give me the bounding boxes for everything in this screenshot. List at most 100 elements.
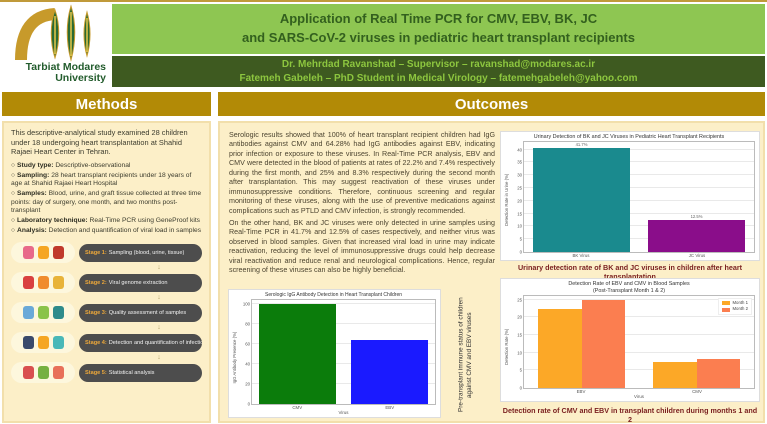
bar-wrap: 12.5% <box>648 142 745 252</box>
bar-CMV <box>652 361 697 388</box>
y-tick-label: 15 <box>517 211 522 217</box>
bullet-label: Sampling: <box>17 171 50 179</box>
y-tick-label: 40 <box>245 361 250 367</box>
y-tick-label: 60 <box>245 341 250 347</box>
gridline <box>524 369 754 371</box>
x-ticks: EBV CMV <box>523 389 755 394</box>
bar-EBV <box>350 340 428 404</box>
stage-pill: Stage 3: Quality assessment of samples <box>79 303 202 322</box>
blood-detection-chart: Detection Rate of EBV and CMV in Blood S… <box>500 278 760 402</box>
bar-group-BK Virus: 41.7% <box>533 142 630 252</box>
urinary-chart-caption: Urinary detection rate of BK and JC viru… <box>517 263 743 281</box>
bullet-marker: ○ <box>11 161 16 169</box>
methods-intro: This descriptive-analytical study examin… <box>11 128 188 157</box>
bar-JC Virus <box>648 220 745 252</box>
bar-value-label: 41.7% <box>575 142 588 148</box>
bullet-label: Samples: <box>17 189 47 197</box>
y-tick-label: 100 <box>242 301 250 307</box>
method-bullet: ○ Samples: Blood, urine, and graft tissue… <box>11 189 202 215</box>
flow-down-arrow: ↓ <box>157 323 161 331</box>
chart-title: Serologic IgG Antibody Detection in Hear… <box>264 292 403 298</box>
y-tick-label: 30 <box>517 172 522 178</box>
y-axis-label: Detection Rate (%) <box>504 328 509 366</box>
y-tick-label: 40 <box>517 147 522 153</box>
bar-wrap <box>537 296 582 388</box>
bullet-label: Laboratory technique: <box>17 217 88 225</box>
serologic-chart-side-caption: Pre-transplant immune status of children… <box>457 297 473 413</box>
y-tick-label: 5 <box>519 367 522 373</box>
author-line-2: Fatemeh Gabeleh – PhD Student in Medical… <box>239 72 638 84</box>
blood-chart-caption: Detection rate of CMV and EBV in transpl… <box>502 406 758 424</box>
stage-label: Stage 5: <box>85 369 107 376</box>
y-tick-label: 0 <box>519 249 522 255</box>
stage-label: Stage 4: <box>85 339 107 346</box>
x-axis-label: Virus <box>338 410 349 415</box>
bar-wrap <box>581 296 626 388</box>
plot-area: 0 5 10 15 20 25 30 35 40 41.7% 12.5% <box>517 141 755 255</box>
x-tick-label: CMV <box>292 405 303 410</box>
gridline <box>252 383 435 385</box>
stage-label: Stage 3: <box>85 309 107 316</box>
bar-EBV <box>537 309 582 388</box>
curve-chart-icon <box>22 366 34 379</box>
method-bullet: ○ Laboratory technique: Real-Time PCR usi… <box>11 217 201 225</box>
method-bullet: ○ Sampling: 28 heart transplant recipient… <box>11 171 192 188</box>
gridline <box>524 238 754 240</box>
pcr-checklist-icon <box>37 336 49 349</box>
bar-group-CMV <box>259 300 337 404</box>
gridline <box>524 212 754 214</box>
stage-row: Stage 1: Sampling (blood, urine, tissue) <box>11 241 202 265</box>
y-tick-label: 10 <box>517 223 522 229</box>
chart-body: Detection Rate in Urine (%) 0 5 10 15 20 25 30 3… <box>503 141 755 258</box>
y-tick-label: 20 <box>245 381 250 387</box>
y-axis-label: IgG Antibody Presence (%) <box>232 330 237 383</box>
outcomes-section-header: Outcomes <box>218 92 765 116</box>
logo-text: Tarbiat Modares University <box>4 61 110 84</box>
gridline <box>252 343 435 345</box>
chart-body: Detection Rate (%) 0 5 10 15 20 25 Month 1 Month… <box>503 295 755 399</box>
chart-title: Urinary Detection of BK and JC Viruses i… <box>533 134 725 140</box>
y-tick-label: 10 <box>517 350 522 356</box>
chart-magnifier-icon <box>37 366 49 379</box>
bar-EBV <box>581 299 626 388</box>
bullet-label: Analysis: <box>17 226 47 234</box>
methods-panel: This descriptive-analytical study examin… <box>2 121 211 423</box>
dna-strand-icon <box>52 276 64 289</box>
microscope-icon <box>22 306 34 319</box>
y-axis-label: Detection Rate in Urine (%) <box>504 173 509 226</box>
methods-bullet-list: ○ Study type: Descriptive-observational ○ S… <box>11 162 202 236</box>
bar-wrap <box>652 296 697 388</box>
bar-CMV <box>259 304 337 404</box>
virus-icon <box>22 276 34 289</box>
plot-wrap: 0 20 40 60 80 100 CMV EBV Virus <box>238 298 436 415</box>
stage-text: Statistical analysis <box>108 369 155 376</box>
gridline <box>524 174 754 176</box>
blood-tube-icon <box>22 246 34 259</box>
y-tick-label: 0 <box>247 401 250 407</box>
y-tick-label: 15 <box>517 332 522 338</box>
bullet-marker: ○ <box>11 217 16 225</box>
gridline <box>524 161 754 163</box>
title-line-1: Application of Real Time PCR for CMV, EB… <box>279 11 598 27</box>
gridline <box>524 298 754 300</box>
gridline <box>252 363 435 365</box>
flow-down-arrow: ↓ <box>157 353 161 361</box>
stage-icons <box>11 302 75 323</box>
bar-group-JC Virus: 12.5% <box>648 142 745 252</box>
test-tubes-icon <box>52 336 64 349</box>
stage-pill: Stage 1: Sampling (blood, urine, tissue) <box>79 243 202 262</box>
y-tick-label: 25 <box>517 185 522 191</box>
method-bullet: ○ Analysis: Detection and quantification … <box>11 226 202 234</box>
stage-row: Stage 5: Statistical analysis <box>11 361 202 385</box>
stage-text: Quality assessment of samples <box>108 309 187 316</box>
stage-label: Stage 2: <box>85 279 107 286</box>
stage-pill: Stage 4: Detection and quantification of… <box>79 333 202 352</box>
lab-report-icon <box>37 306 49 319</box>
flow-down-arrow: ↓ <box>157 263 161 271</box>
x-tick-label: EBV <box>385 405 395 410</box>
outcomes-text: Serologic results showed that 100% of he… <box>229 131 495 279</box>
stage-pill: Stage 2: Viral genome extraction <box>79 273 202 292</box>
stage-text: Detection and quantification of infectio… <box>108 339 202 346</box>
legend-item: Month 2 <box>722 306 748 312</box>
